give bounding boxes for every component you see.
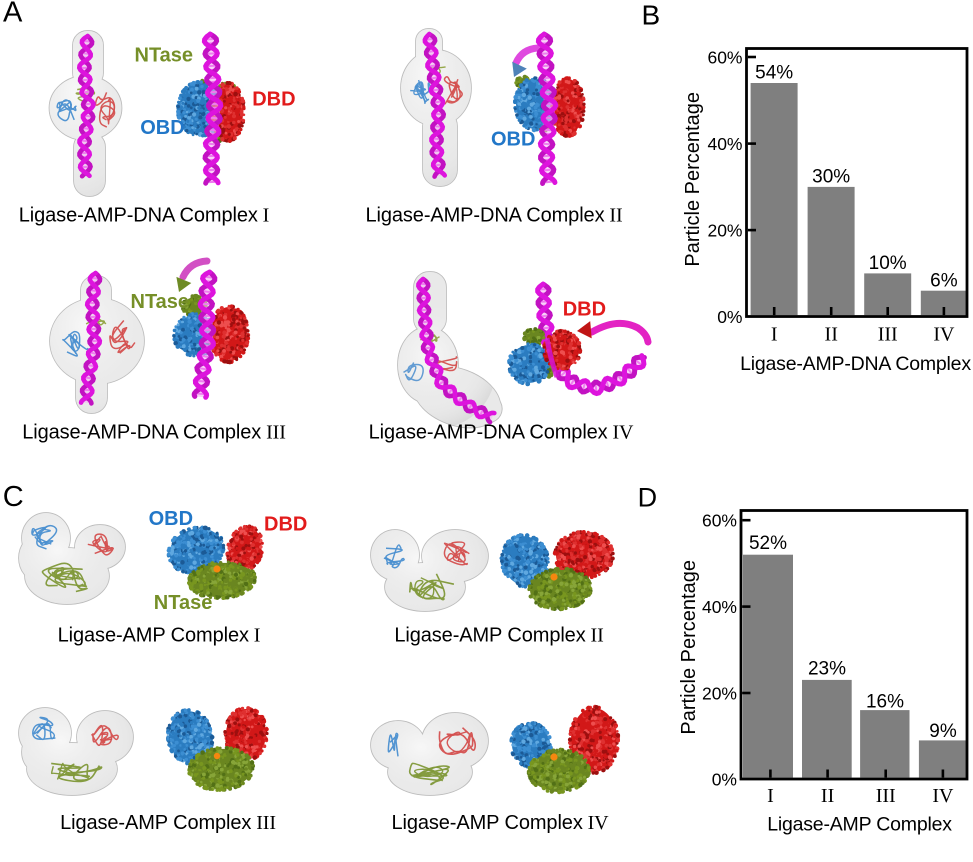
svg-text:20%: 20% (707, 221, 742, 241)
svg-text:A: A (3, 0, 23, 29)
svg-text:Ligase-AMP-DNA Complex II: Ligase-AMP-DNA Complex II (365, 204, 622, 226)
svg-text:60%: 60% (707, 47, 742, 67)
svg-text:Ligase-AMP-DNA Complex: Ligase-AMP-DNA Complex (740, 353, 971, 375)
svg-text:OBD: OBD (140, 117, 184, 139)
svg-text:10%: 10% (869, 253, 907, 274)
svg-text:Ligase-AMP-DNA Complex IV: Ligase-AMP-DNA Complex IV (369, 422, 634, 444)
svg-text:0%: 0% (717, 307, 742, 327)
svg-text:II: II (825, 323, 838, 345)
svg-text:54%: 54% (755, 62, 793, 83)
svg-text:I: I (771, 323, 778, 345)
svg-text:Ligase-AMP Complex I: Ligase-AMP Complex I (58, 625, 261, 647)
svg-text:Ligase-AMP-DNA Complex III: Ligase-AMP-DNA Complex III (22, 422, 286, 444)
svg-text:DBD: DBD (563, 299, 606, 321)
svg-text:DBD: DBD (252, 88, 295, 110)
svg-text:40%: 40% (707, 134, 742, 154)
svg-text:6%: 6% (930, 270, 958, 291)
svg-text:30%: 30% (812, 166, 850, 187)
svg-text:D: D (638, 482, 658, 512)
svg-text:NTase: NTase (135, 45, 194, 67)
svg-text:NTase: NTase (131, 291, 190, 313)
svg-text:NTase: NTase (154, 592, 213, 614)
svg-text:Ligase-AMP Complex II: Ligase-AMP Complex II (394, 625, 603, 647)
svg-text:B: B (642, 0, 661, 31)
svg-text:DBD: DBD (264, 514, 307, 536)
svg-text:C: C (3, 481, 24, 513)
svg-text:Particle Percentage: Particle Percentage (682, 92, 704, 267)
svg-text:OBD: OBD (149, 508, 193, 530)
svg-text:IV: IV (933, 323, 955, 345)
svg-text:III: III (878, 323, 898, 345)
svg-text:OBD: OBD (491, 129, 535, 151)
svg-text:Ligase-AMP-DNA Complex I: Ligase-AMP-DNA Complex I (19, 204, 269, 226)
